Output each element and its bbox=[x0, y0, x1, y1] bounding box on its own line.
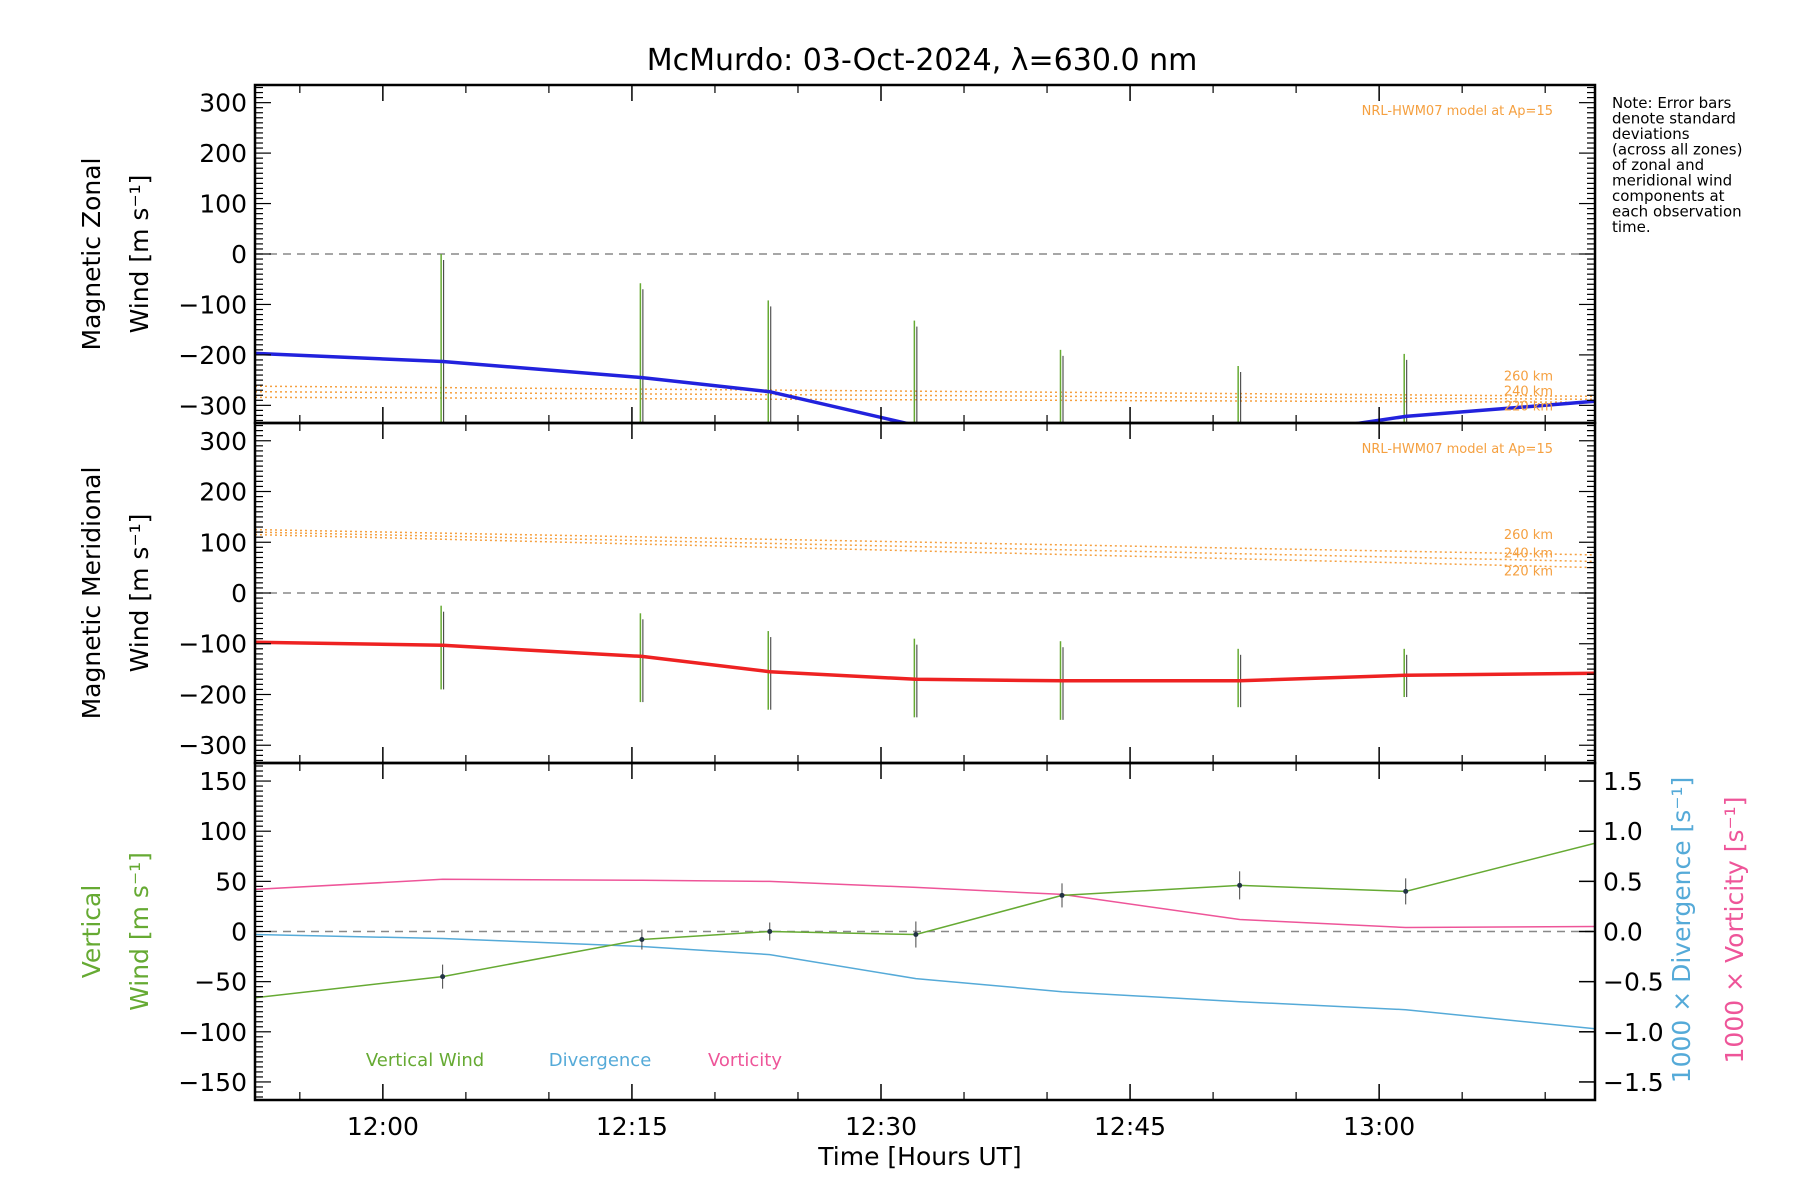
vorticity-axis-label: 1000 × Vorticity [s⁻¹] bbox=[1720, 797, 1749, 1064]
y-tick-label: 100 bbox=[199, 817, 247, 846]
altitude-label: 260 km bbox=[1504, 369, 1553, 384]
plot-area bbox=[255, 253, 1595, 423]
note-line: of zonal and bbox=[1612, 156, 1704, 174]
vertical-wind-point bbox=[1403, 888, 1409, 894]
y-tick-label: 0 bbox=[231, 240, 247, 269]
y-tick-label: −200 bbox=[178, 341, 247, 370]
x-tick-label: 13:00 bbox=[1343, 1112, 1415, 1141]
note-line: components at bbox=[1612, 187, 1725, 205]
x-axis-label: Time [Hours UT] bbox=[817, 1142, 1021, 1171]
panel-vertical: 1.5 1.0 0.5 0.0 −0.5 −1.0 −1.5 1000 × Divergenc… bbox=[77, 761, 1749, 1102]
y-tick-label: −300 bbox=[178, 731, 247, 760]
model-line-alt_260 bbox=[255, 528, 1595, 556]
y-tick-label: 200 bbox=[199, 478, 247, 507]
note-line: each observation bbox=[1612, 203, 1742, 221]
y-tick-label: 50 bbox=[215, 867, 247, 896]
y-axis-label-line1: Magnetic Zonal bbox=[77, 158, 106, 351]
vertical-wind-point bbox=[1237, 882, 1243, 888]
legend-entry: Vertical Wind bbox=[366, 1050, 484, 1071]
panel-meridional: NRL-HWM07 model at Ap=15 260 km 240 km 220 … bbox=[77, 421, 1597, 765]
note-line: deviations bbox=[1612, 125, 1690, 143]
right-tick-label: −0.5 bbox=[1603, 968, 1664, 997]
y-tick-label: 0 bbox=[231, 579, 247, 608]
legend-entry: Divergence bbox=[549, 1050, 652, 1071]
note-line: (across all zones) bbox=[1612, 141, 1742, 159]
altitude-label: 260 km bbox=[1504, 528, 1553, 543]
divergence-axis-label: 1000 × Divergence [s⁻¹] bbox=[1667, 777, 1696, 1084]
right-tick-label: −1.0 bbox=[1603, 1018, 1664, 1047]
y-tick-label: 300 bbox=[199, 89, 247, 118]
vertical-wind-line bbox=[255, 842, 1595, 999]
vertical-wind-point bbox=[913, 932, 919, 938]
x-tick-label: 12:30 bbox=[845, 1112, 917, 1141]
divergence-line bbox=[255, 933, 1595, 1030]
model-line-alt_240 bbox=[255, 390, 1595, 401]
model-line-alt_240 bbox=[255, 531, 1595, 563]
right-tick-label: 1.0 bbox=[1603, 817, 1643, 846]
y-tick-label: −100 bbox=[178, 290, 247, 319]
model-line-alt_220 bbox=[255, 396, 1595, 404]
right-tick-label: 0.5 bbox=[1603, 867, 1643, 896]
y-tick-label: −50 bbox=[194, 968, 247, 997]
note-line: time. bbox=[1612, 218, 1651, 236]
chart-title: McMurdo: 03-Oct-2024, λ=630.0 nm bbox=[647, 43, 1198, 78]
y-tick-label: 100 bbox=[199, 528, 247, 557]
y-tick-label: 100 bbox=[199, 190, 247, 219]
y-axis-label-line1: Magnetic Meridional bbox=[77, 467, 106, 720]
model-line-alt_260 bbox=[255, 385, 1595, 398]
x-tick-label: 12:15 bbox=[596, 1112, 668, 1141]
x-tick-label: 12:00 bbox=[347, 1112, 419, 1141]
y-tick-label: 300 bbox=[199, 427, 247, 456]
y-axis-label-line2: Wind [m s⁻¹] bbox=[125, 514, 154, 673]
altitude-label: 240 km bbox=[1504, 547, 1553, 562]
y-axis-label-line1: Vertical bbox=[77, 885, 106, 979]
y-tick-label: 200 bbox=[199, 139, 247, 168]
y-axis-label-line2: Wind [m s⁻¹] bbox=[125, 852, 154, 1011]
right-tick-label: 1.5 bbox=[1603, 767, 1643, 796]
vertical-wind-point bbox=[767, 929, 773, 934]
altitude-label: 220 km bbox=[1504, 565, 1553, 580]
right-tick-label: 0.0 bbox=[1603, 918, 1643, 947]
altitude-label: 240 km bbox=[1504, 384, 1553, 399]
plot-area bbox=[255, 528, 1595, 720]
y-tick-label: −300 bbox=[178, 391, 247, 420]
legend-entry: Vorticity bbox=[708, 1050, 782, 1071]
model-label: NRL-HWM07 model at Ap=15 bbox=[1362, 104, 1553, 119]
model-label: NRL-HWM07 model at Ap=15 bbox=[1362, 442, 1553, 457]
vertical-wind-point bbox=[440, 974, 446, 980]
right-tick-label: −1.5 bbox=[1603, 1068, 1664, 1097]
y-tick-label: −100 bbox=[178, 630, 247, 659]
model-line-alt_220 bbox=[255, 533, 1595, 569]
note-line: meridional wind bbox=[1612, 172, 1732, 190]
vertical-wind-point bbox=[639, 937, 645, 943]
note-line: denote standard bbox=[1612, 110, 1736, 128]
plot-area bbox=[255, 842, 1595, 1030]
y-tick-label: −100 bbox=[178, 1018, 247, 1047]
altitude-label: 220 km bbox=[1504, 399, 1553, 414]
note-line: Note: Error bars bbox=[1612, 94, 1732, 112]
zonal-wind-line bbox=[255, 351, 1595, 423]
y-tick-label: 150 bbox=[199, 767, 247, 796]
y-tick-label: −150 bbox=[178, 1068, 247, 1097]
x-tick-label: 12:45 bbox=[1094, 1112, 1166, 1141]
vorticity-line bbox=[255, 878, 1595, 929]
meridional-wind-line bbox=[255, 640, 1595, 683]
vertical-wind-point bbox=[1059, 892, 1065, 898]
y-axis-label-line2: Wind [m s⁻¹] bbox=[125, 175, 154, 334]
y-tick-label: −200 bbox=[178, 680, 247, 709]
y-tick-label: 0 bbox=[231, 918, 247, 947]
